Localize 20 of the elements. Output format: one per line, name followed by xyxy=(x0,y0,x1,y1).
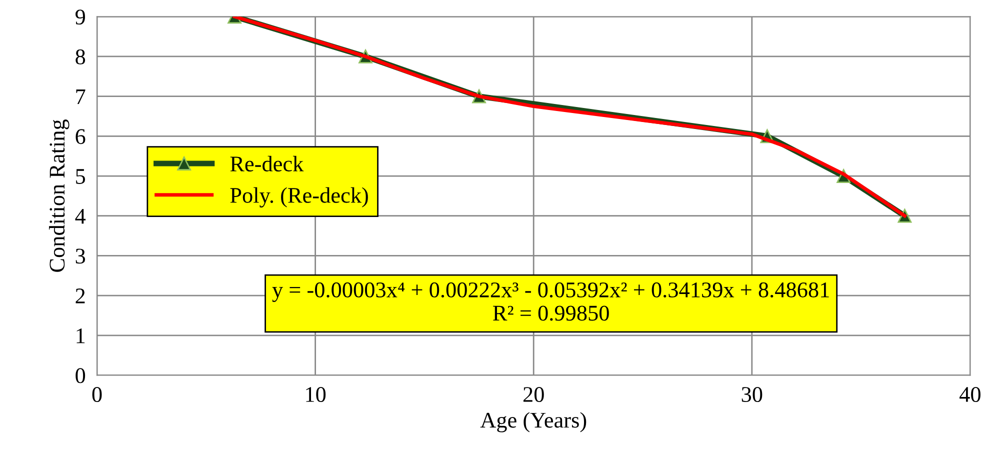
y-tick-label: 3 xyxy=(76,248,86,264)
annotation: y = -0.00003x⁴ + 0.00222x³ - 0.05392x² + 0.34139x + 8.48681 R² = 0.99850 xyxy=(272,282,829,321)
x-tick-label: 30 xyxy=(742,387,762,402)
y-tick-label: 2 xyxy=(76,288,85,304)
x-axis-title: Age (Years) xyxy=(480,412,586,432)
y-tick-label: 4 xyxy=(75,208,86,224)
y-tick-label: 5 xyxy=(76,169,86,184)
y-axis-title: Condition Rating xyxy=(49,120,70,272)
y-tick-label: 0 xyxy=(76,368,86,384)
y-tick-label: 8 xyxy=(76,49,86,64)
x-tick-label: 20 xyxy=(523,387,544,402)
y-tick-label: 1 xyxy=(76,328,85,344)
legend-label: Re-deck xyxy=(230,156,304,172)
legend-label: Poly. (Re-deck) xyxy=(230,187,368,208)
y-tick-label: 7 xyxy=(76,89,86,104)
y-tick-label: 6 xyxy=(76,129,86,144)
y-tick-label: 9 xyxy=(76,10,85,25)
x-tick-label: 40 xyxy=(960,387,980,402)
x-tick-label: 0 xyxy=(92,387,102,402)
x-tick-label: 10 xyxy=(306,387,326,402)
